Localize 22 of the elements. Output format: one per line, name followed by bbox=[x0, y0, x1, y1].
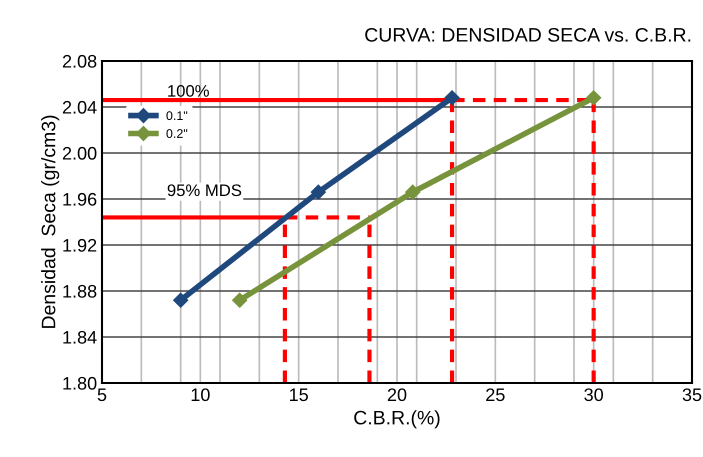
x-tick-label: 5 bbox=[98, 388, 106, 402]
y-tick-label: 2.04 bbox=[62, 100, 97, 114]
y-tick-label: 1.84 bbox=[63, 330, 97, 344]
y-tick-label: 1.96 bbox=[63, 192, 96, 206]
x-tick-label: 20 bbox=[388, 388, 406, 402]
x-tick-label: 35 bbox=[682, 388, 702, 402]
annotation: 95% MDS bbox=[168, 184, 242, 196]
x-tick-label: 30 bbox=[584, 388, 604, 402]
y-axis-title: Densidad Seca (gr/cm3) bbox=[41, 116, 60, 328]
x-tick-label: 25 bbox=[486, 388, 505, 402]
legend-label: 0.1" bbox=[166, 111, 188, 120]
y-tick-label: 1.92 bbox=[63, 238, 96, 252]
chart-title: CURVA: DENSIDAD SECA vs. C.B.R. bbox=[365, 28, 690, 42]
x-tick-label: 10 bbox=[192, 388, 210, 402]
x-tick-label: 15 bbox=[290, 388, 308, 402]
y-tick-label: 1.80 bbox=[63, 376, 96, 390]
annotation: 100% bbox=[168, 85, 209, 97]
x-axis-title: C.B.R.(%) bbox=[354, 410, 440, 428]
y-tick-label: 2.08 bbox=[62, 54, 96, 68]
legend-label: 0.2" bbox=[166, 129, 188, 138]
y-tick-label: 2.00 bbox=[62, 146, 96, 160]
y-tick-label: 1.88 bbox=[63, 284, 96, 298]
